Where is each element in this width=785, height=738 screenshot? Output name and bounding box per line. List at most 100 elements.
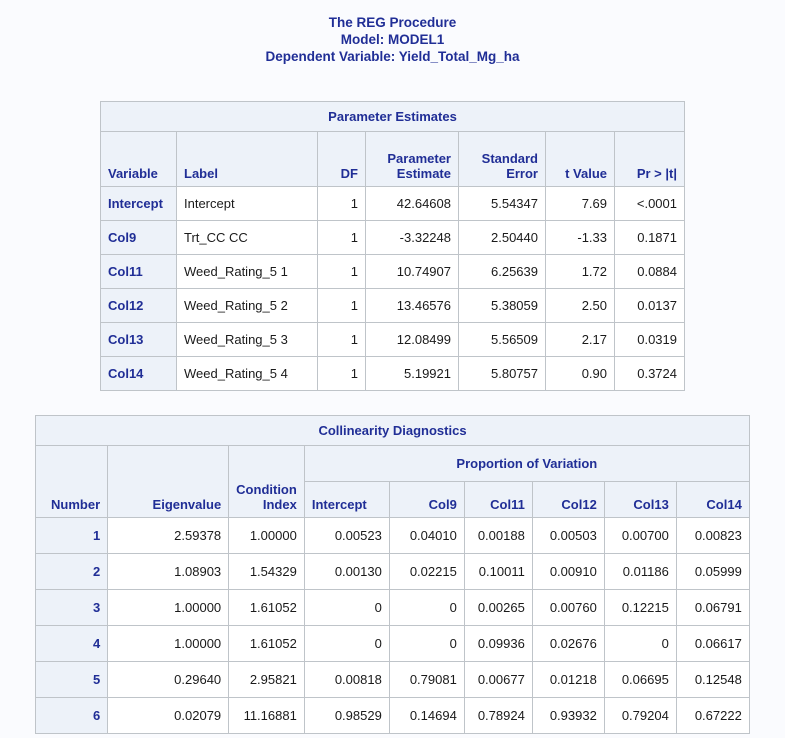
data-cell: 0.09936	[463, 625, 533, 662]
procedure-title-block: The REG Procedure Model: MODEL1 Dependen…	[0, 0, 785, 65]
column-header-eigenvalue: Eigenvalue	[107, 445, 230, 518]
column-header-col12: Col12	[531, 481, 605, 518]
column-header-row: Intercept Col9 Col11 Col12 Col13 Col14	[36, 481, 750, 518]
data-cell: 1.61052	[228, 589, 305, 626]
data-cell: 0.00823	[675, 517, 750, 554]
parameter-estimates-row: Col13 Weed_Rating_5 3 1 12.08499 5.56509 2.17…	[100, 322, 685, 357]
data-cell: 0.79081	[388, 661, 465, 698]
data-cell: Weed_Rating_5 3	[176, 322, 318, 357]
column-header-condition-index: Condition Index	[228, 445, 305, 518]
data-cell: 5.19921	[365, 356, 459, 391]
data-cell: 1	[317, 186, 366, 221]
data-cell: 0.0319	[614, 322, 685, 357]
data-cell: 0.14694	[388, 697, 465, 734]
data-cell: 0.02079	[107, 697, 230, 734]
row-header-cell: 4	[35, 625, 109, 662]
column-header-row: Variable Label DF Parameter Estimate Sta…	[100, 131, 685, 187]
data-cell: 0.05999	[675, 553, 750, 590]
data-cell: <.0001	[614, 186, 685, 221]
data-cell: 7.69	[545, 186, 615, 221]
data-cell: 11.16881	[228, 697, 305, 734]
column-header-variable: Variable	[100, 131, 177, 187]
data-cell: 1	[317, 356, 366, 391]
collinearity-diagnostics-row: 6 0.02079 11.16881 0.98529 0.14694 0.78924 0.9…	[35, 697, 750, 734]
data-cell: 0.29640	[107, 661, 230, 698]
data-cell: 5.80757	[458, 356, 546, 391]
row-header-cell: 2	[35, 553, 109, 590]
collinearity-diagnostics-title: Collinearity Diagnostics	[35, 415, 750, 446]
data-cell: 12.08499	[365, 322, 459, 357]
column-header-pr-t: Pr > |t|	[614, 131, 685, 187]
collinearity-diagnostics-row: 3 1.00000 1.61052 0 0 0.00265 0.00760 0.12215 0.…	[35, 589, 750, 626]
dependent-variable-title: Dependent Variable: Yield_Total_Mg_ha	[265, 49, 520, 64]
parameter-estimates-row: Col11 Weed_Rating_5 1 1 10.74907 6.25639 1.72…	[100, 254, 685, 289]
data-cell: 0.06617	[675, 625, 750, 662]
data-cell: 10.74907	[365, 254, 459, 289]
data-cell: 0.00700	[603, 517, 677, 554]
parameter-estimates-row: Col12 Weed_Rating_5 2 1 13.46576 5.38059 2.50…	[100, 288, 685, 323]
data-cell: Trt_CC CC	[176, 220, 318, 255]
row-header-cell: Col14	[100, 356, 177, 391]
data-cell: 0.00760	[531, 589, 605, 626]
data-cell: 0.00188	[463, 517, 533, 554]
data-cell: 0	[303, 589, 390, 626]
row-header-cell: Col9	[100, 220, 177, 255]
proportion-of-variation-header: Proportion of Variation	[303, 445, 750, 482]
parameter-estimates-body: Intercept Intercept 1 42.64608 5.54347 7.69 <.…	[100, 186, 685, 391]
data-cell: 0.04010	[388, 517, 465, 554]
collinearity-diagnostics-row: 1 2.59378 1.00000 0.00523 0.04010 0.00188 0.00…	[35, 517, 750, 554]
data-cell: 0.00523	[303, 517, 390, 554]
data-cell: Weed_Rating_5 1	[176, 254, 318, 289]
data-cell: Weed_Rating_5 2	[176, 288, 318, 323]
data-cell: 2.59378	[107, 517, 230, 554]
data-cell: -1.33	[545, 220, 615, 255]
row-header-cell: 1	[35, 517, 109, 554]
data-cell: 0.02676	[531, 625, 605, 662]
table-title-row: Parameter Estimates	[100, 101, 685, 132]
data-cell: 0.90	[545, 356, 615, 391]
data-cell: 0.98529	[303, 697, 390, 734]
span-header-row: Number Eigenvalue Condition Index Propor…	[35, 445, 750, 518]
data-cell: 0.78924	[463, 697, 533, 734]
data-cell: 2.50	[545, 288, 615, 323]
column-header-col11: Col11	[463, 481, 533, 518]
collinearity-diagnostics-body: 1 2.59378 1.00000 0.00523 0.04010 0.00188 0.00…	[35, 517, 750, 734]
data-cell: 13.46576	[365, 288, 459, 323]
data-cell: 5.54347	[458, 186, 546, 221]
column-header-parameter-estimate: Parameter Estimate	[365, 131, 459, 187]
data-cell: 0.06695	[603, 661, 677, 698]
table-title-row: Collinearity Diagnostics	[35, 415, 750, 446]
parameter-estimates-table: Parameter Estimates Variable Label DF Pa…	[100, 101, 685, 391]
data-cell: -3.32248	[365, 220, 459, 255]
data-cell: 1.00000	[107, 589, 230, 626]
column-header-df: DF	[317, 131, 366, 187]
data-cell: 1	[317, 220, 366, 255]
row-header-cell: 6	[35, 697, 109, 734]
data-cell: 1	[317, 254, 366, 289]
data-cell: 1.00000	[228, 517, 305, 554]
procedure-title: The REG Procedure	[328, 15, 457, 30]
column-header-col9: Col9	[388, 481, 465, 518]
row-header-cell: Intercept	[100, 186, 177, 221]
data-cell: 0.00677	[463, 661, 533, 698]
data-cell: 2.50440	[458, 220, 546, 255]
data-cell: 0.00818	[303, 661, 390, 698]
data-cell: 5.38059	[458, 288, 546, 323]
column-header-t-value: t Value	[545, 131, 615, 187]
data-cell: 0	[388, 589, 465, 626]
data-cell: 0.93932	[531, 697, 605, 734]
parameter-estimates-row: Intercept Intercept 1 42.64608 5.54347 7.69 <.…	[100, 186, 685, 221]
data-cell: 1.61052	[228, 625, 305, 662]
data-cell: 0.01218	[531, 661, 605, 698]
data-cell: 0.12215	[603, 589, 677, 626]
data-cell: 0.0884	[614, 254, 685, 289]
data-cell: 1.00000	[107, 625, 230, 662]
data-cell: 0.00130	[303, 553, 390, 590]
data-cell: Weed_Rating_5 4	[176, 356, 318, 391]
column-header-col13: Col13	[603, 481, 677, 518]
data-cell: 0.3724	[614, 356, 685, 391]
data-cell: 1.54329	[228, 553, 305, 590]
parameter-estimates-title: Parameter Estimates	[100, 101, 685, 132]
row-header-cell: Col11	[100, 254, 177, 289]
collinearity-diagnostics-row: 5 0.29640 2.95821 0.00818 0.79081 0.00677 0.01…	[35, 661, 750, 698]
